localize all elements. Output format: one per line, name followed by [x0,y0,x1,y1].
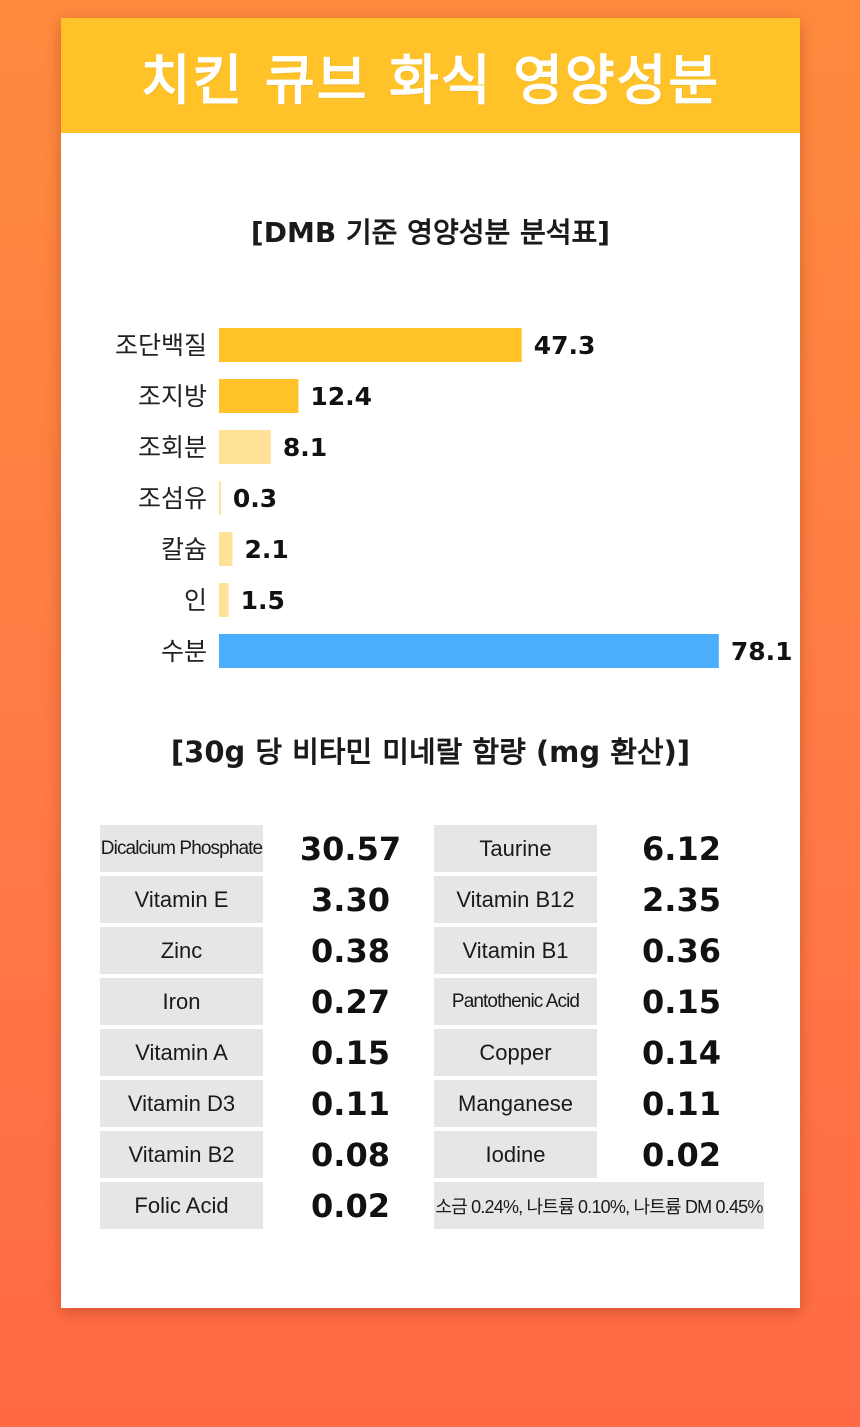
title-banner: 치킨 큐브 화식 영양성분 [61,18,800,133]
value-label: 78.1 [731,637,793,666]
nutrient-value: 30.57 [299,829,402,868]
nutrient-value: 0.15 [642,982,721,1021]
value-label: 12.4 [310,382,372,411]
value-label: 2.1 [244,535,288,564]
category-label: 조단백질 [115,331,207,360]
nutrient-value: 0.08 [311,1135,390,1174]
nutrient-name: Zinc [100,927,263,974]
bar [219,583,229,617]
nutrient-value: 6.12 [642,829,721,868]
category-label: 조섬유 [138,484,207,513]
nutrient-name: Iodine [434,1131,597,1178]
nutrient-name: Pantothenic Acid [434,978,597,1025]
sodium-note: 소금 0.24%, 나트륨 0.10%, 나트륨 DM 0.45% [434,1182,764,1229]
bar [219,328,522,362]
bar [219,532,233,566]
nutrition-bar-chart: 조단백질 47.3 조지방 12.4 조회분 8.1 조섬유 0.3 칼슘 2.1 인 1.5 수분 78… [115,328,793,668]
value-label: 1.5 [241,586,285,615]
category-label: 인 [184,586,207,615]
value-label: 8.1 [283,433,327,462]
bar [219,379,299,413]
nutrient-name: Taurine [434,825,597,872]
nutrient-name: Copper [434,1029,597,1076]
bar [219,481,221,515]
nutrient-name: Folic Acid [100,1182,263,1229]
nutrient-value: 0.15 [311,1033,390,1072]
nutrient-value: 3.30 [311,880,390,919]
category-label: 조지방 [138,382,207,411]
nutrient-value: 0.02 [311,1186,390,1225]
category-label: 칼슘 [161,535,207,564]
nutrient-value: 0.38 [311,931,390,970]
chart-title: [DMB 기준 영양성분 분석표] [250,216,611,249]
value-label: 47.3 [534,331,596,360]
nutrient-name: Vitamin E [100,876,263,923]
bar [219,634,719,668]
nutrient-name: Dicalcium Phosphate [100,825,263,872]
nutrient-value: 0.11 [311,1084,390,1123]
nutrient-value: 0.11 [642,1084,721,1123]
value-label: 0.3 [233,484,277,513]
nutrient-name: Vitamin B12 [434,876,597,923]
nutrient-value: 2.35 [642,880,721,919]
table-title: [30g 당 비타민 미네랄 함량 (mg 환산)] [170,735,691,769]
nutrient-value: 0.36 [642,931,721,970]
nutrient-name: Vitamin D3 [100,1080,263,1127]
nutrient-name: Vitamin B2 [100,1131,263,1178]
category-label: 수분 [161,637,207,666]
page-title: 치킨 큐브 화식 영양성분 [140,49,721,112]
nutrient-value: 0.02 [642,1135,721,1174]
nutrient-value: 0.27 [311,982,390,1021]
nutrition-card: 치킨 큐브 화식 영양성분 [DMB 기준 영양성분 분석표] 조단백질 47.3… [61,18,800,1308]
nutrient-name: Manganese [434,1080,597,1127]
bar [219,430,271,464]
nutrient-value: 0.14 [642,1033,721,1072]
nutrient-name: Vitamin A [100,1029,263,1076]
nutrient-name: Vitamin B1 [434,927,597,974]
nutrient-name: Iron [100,978,263,1025]
category-label: 조회분 [138,433,207,462]
